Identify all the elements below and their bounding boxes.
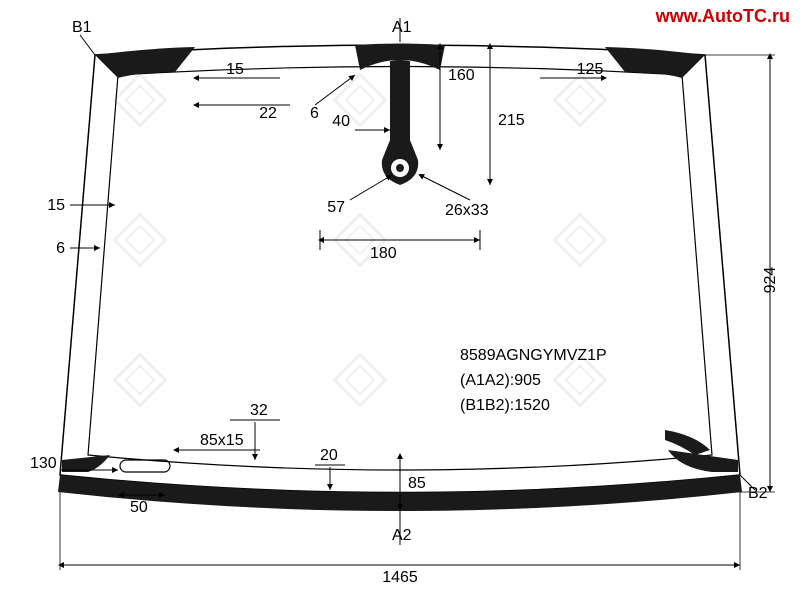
dim-85: 85 [408,475,426,492]
label-B1: B1 [72,19,92,36]
dim-6b: 6 [56,240,65,257]
dim-85x15: 85x15 [200,432,244,449]
diagram-stage: AUTOTC.RU AUTOTC.RU AUTOTC.RU AUTOTC.RU … [0,0,800,600]
dim-a1a2: (A1A2):905 [460,372,541,389]
frit-bot-right [668,450,738,472]
part-code: 8589AGNGYMVZ1P [460,347,607,364]
label-A1: A1 [392,19,412,36]
dim-57: 57 [327,199,345,216]
dim-40: 40 [332,113,350,130]
label-B2: B2 [748,485,768,502]
label-A2: A2 [392,527,412,544]
dim-6a: 6 [310,105,319,122]
dim-50: 50 [130,499,148,516]
dim-32: 32 [250,402,268,419]
dim-15b: 15 [47,197,65,214]
dim-160: 160 [448,67,475,84]
dim-20: 20 [320,447,338,464]
dim-924: 924 [762,267,779,294]
dim-b1b2: (B1B2):1520 [460,397,550,414]
dim-1465: 1465 [382,569,418,586]
dim-26x33: 26x33 [445,202,489,219]
dim-180: 180 [370,245,397,262]
dim-215: 215 [498,112,525,129]
sensor-dot [396,164,404,172]
dim-125: 125 [577,61,604,78]
dim-130: 130 [30,455,57,472]
dim-22: 22 [259,105,277,122]
dim-15a: 15 [226,61,244,78]
frit-bot-left [62,455,110,472]
site-url: www.AutoTC.ru [655,6,790,26]
